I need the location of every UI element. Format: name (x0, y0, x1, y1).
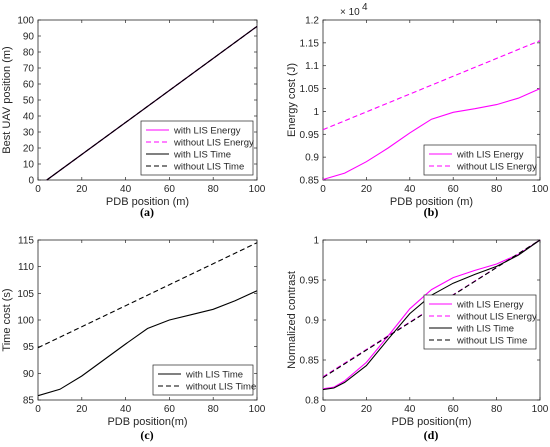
x-tick-label: 40 (120, 184, 132, 195)
x-tick-label: 80 (208, 404, 220, 415)
chart-a: 0 20 40 60 80 100 0 10 20 30 40 50 60 70 80 90 100 PDB po… (1, 16, 266, 220)
x-tick-label: 60 (164, 184, 176, 195)
y-tick-label: 0.9 (305, 316, 319, 327)
y-tick-label: 90 (23, 32, 35, 43)
x-tick-label: 20 (76, 404, 88, 415)
y-tick-label: 1.2 (305, 16, 319, 27)
y-axis-exponent-power: 4 (362, 2, 368, 13)
y-axis-label: Normalized contrast (286, 271, 298, 369)
x-tick-label: 100 (249, 404, 266, 415)
legend-label: without LIS Time (185, 381, 256, 392)
y-tick-label: 0.85 (300, 176, 320, 187)
legend-label: with LIS Energy (173, 125, 241, 136)
x-tick-label: 20 (76, 184, 88, 195)
y-tick-label: 1.15 (300, 38, 320, 49)
series-line-3 (322, 239, 541, 391)
y-tick-label: 0.95 (300, 276, 320, 287)
legend-box (423, 144, 537, 176)
y-tick-label: 50 (23, 96, 35, 107)
chart-c: 0 20 40 60 80 100 85 90 95 100 105 110 115 PDB positi… (1, 236, 266, 443)
x-tick-label: 100 (249, 184, 266, 195)
x-tick-label: 40 (120, 404, 132, 415)
y-tick-label: 85 (23, 396, 35, 407)
y-tick-label: 1 (313, 107, 319, 118)
legend-label: without LIS Energy (456, 311, 537, 322)
y-tick-label: 100 (17, 316, 34, 327)
panel-caption: (a) (140, 205, 154, 219)
x-tick-label: 20 (361, 404, 373, 415)
x-tick-label: 80 (491, 184, 503, 195)
y-tick-label: 0.85 (300, 356, 320, 367)
y-axis-exponent: × 10 (340, 7, 360, 18)
y-axis-label: Best UAV position (m) (1, 46, 13, 153)
y-tick-label: 1 (313, 236, 319, 247)
legend-label: without LIS Energy (173, 137, 254, 148)
chart-d: 0 20 40 60 80 100 0.8 0.85 0.9 0.95 1 PDB position(… (286, 236, 549, 443)
y-tick-label: 115 (18, 236, 34, 247)
series-line-1 (322, 239, 541, 390)
y-tick-label: 20 (23, 144, 35, 155)
legend-box (152, 364, 254, 396)
y-tick-label: 60 (23, 80, 35, 91)
y-tick-label: 40 (23, 112, 35, 123)
legend-label: with LIS Time (185, 369, 243, 380)
x-axis-label: PDB position (m) (106, 196, 189, 208)
y-tick-label: 110 (18, 262, 34, 273)
y-tick-label: 10 (23, 160, 35, 171)
x-tick-label: 60 (448, 404, 460, 415)
x-tick-label: 0 (320, 184, 326, 195)
x-tick-label: 0 (35, 404, 41, 415)
x-axis-label: PDB position(m) (107, 416, 187, 428)
y-tick-label: 100 (17, 16, 34, 27)
y-tick-label: 95 (23, 342, 35, 353)
y-tick-label: 105 (17, 289, 34, 300)
y-tick-label: 0 (28, 176, 34, 187)
legend-label: with LIS Energy (456, 149, 524, 160)
y-tick-label: 70 (23, 64, 35, 75)
legend-label: without LIS Time (456, 335, 527, 346)
legend-label: with LIS Time (173, 149, 231, 160)
x-axis-label: PDB position (m) (390, 196, 473, 208)
y-tick-label: 90 (23, 369, 35, 380)
x-tick-label: 20 (361, 184, 373, 195)
x-tick-label: 100 (532, 404, 549, 415)
y-axis-label: Energy cost (J) (286, 63, 298, 137)
x-tick-label: 100 (532, 184, 549, 195)
y-tick-label: 30 (23, 128, 35, 139)
y-tick-label: 0.95 (300, 130, 320, 141)
x-tick-label: 80 (208, 184, 220, 195)
y-axis-label: Time cost (s) (1, 288, 13, 351)
x-tick-label: 40 (404, 404, 416, 415)
y-tick-label: 0.9 (305, 153, 319, 164)
y-tick-label: 1.1 (305, 61, 319, 72)
x-tick-label: 0 (320, 404, 326, 415)
legend-label: with LIS Energy (456, 299, 524, 310)
x-tick-label: 0 (35, 184, 41, 195)
panel-caption: (d) (424, 428, 439, 442)
legend-label: without LIS Energy (456, 161, 537, 172)
y-tick-label: 1.05 (300, 84, 320, 95)
series-line-1 (37, 290, 258, 397)
x-tick-label: 60 (164, 404, 176, 415)
x-axis-label: PDB position(m) (391, 416, 471, 428)
legend-label: with LIS Time (456, 323, 514, 334)
series-line-2 (322, 40, 541, 131)
series-line-4 (46, 25, 258, 181)
y-tick-label: 0.8 (305, 396, 319, 407)
x-tick-label: 60 (448, 184, 460, 195)
panel-caption: (b) (424, 205, 439, 219)
legend-label: without LIS Time (173, 161, 244, 172)
chart-b: 0 20 40 60 80 100 0.85 0.9 0.95 1 1.05 1.1 1.15 1.2 PD… (286, 2, 549, 219)
panel-caption: (c) (140, 428, 153, 442)
x-tick-label: 80 (491, 404, 503, 415)
y-tick-label: 80 (23, 48, 35, 59)
x-tick-label: 40 (404, 184, 416, 195)
series-line-2 (37, 242, 258, 349)
series-line-1 (322, 88, 541, 181)
